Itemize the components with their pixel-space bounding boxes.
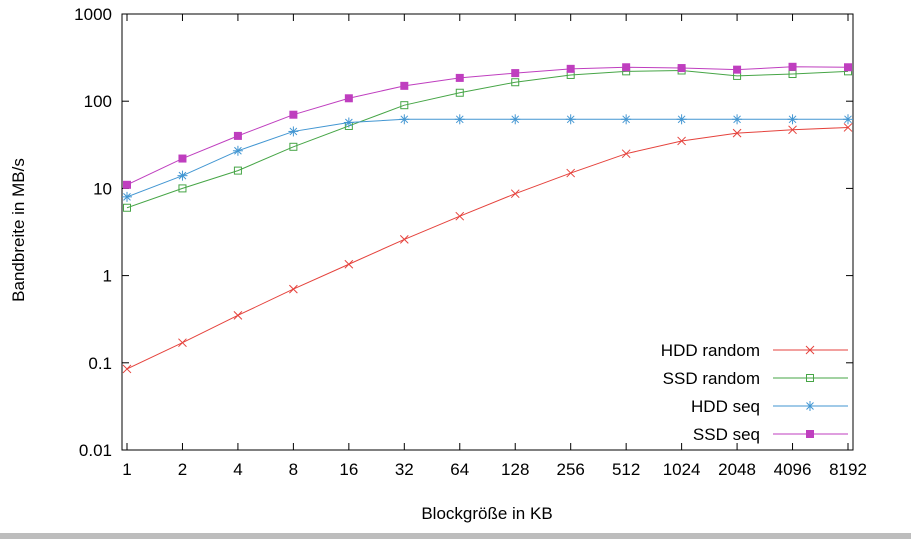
filled-square-marker-icon [123, 180, 131, 189]
series-ssd-seq: SSD seq [123, 62, 852, 444]
asterisk-marker-icon [123, 192, 131, 201]
open-square-marker-icon [178, 184, 187, 193]
cross-marker-icon [122, 364, 132, 374]
asterisk-marker-icon [400, 115, 409, 124]
asterisk-marker-icon [566, 115, 575, 124]
asterisk-marker-icon [733, 115, 741, 124]
cross-marker-icon [344, 259, 354, 269]
plot-area: 0.01 0.1 1 10 100 1000 1 2 4 8 16 32 64 128 256 512 1024… [74, 5, 867, 479]
open-square-marker-icon [455, 88, 464, 97]
open-square-marker-icon [289, 142, 298, 151]
series-line [126, 126, 849, 370]
window-bottom-edge [0, 533, 911, 539]
x-tick-label: 2 [178, 460, 187, 479]
x-tick-label: 8 [289, 460, 298, 479]
asterisk-marker-icon [788, 115, 797, 124]
asterisk-marker-icon [455, 115, 464, 124]
cross-marker-icon [566, 168, 576, 178]
x-tick-label: 1 [122, 460, 131, 479]
cross-marker-icon [732, 128, 742, 138]
filled-square-marker-icon [733, 65, 742, 74]
cross-marker-icon [843, 123, 853, 132]
asterisk-marker-icon [289, 127, 298, 136]
filled-square-marker-icon [566, 64, 575, 73]
filled-square-marker-icon [677, 64, 686, 73]
cross-marker-icon [677, 136, 686, 146]
filled-square-marker-icon [806, 430, 814, 438]
asterisk-marker-icon [344, 118, 353, 127]
cross-marker-icon [399, 235, 409, 244]
asterisk-marker-icon [844, 115, 852, 124]
filled-square-marker-icon [344, 94, 353, 103]
open-square-marker-icon [400, 101, 409, 110]
asterisk-marker-icon [511, 115, 520, 124]
cross-marker-icon [621, 149, 631, 159]
legend-label: HDD seq [691, 397, 760, 416]
series-hdd-random: HDD random [122, 123, 853, 374]
x-tick-label: 4096 [774, 460, 812, 479]
series-line [126, 69, 849, 209]
legend-label: HDD random [661, 341, 760, 360]
cross-marker-icon [510, 189, 520, 199]
series-line [126, 66, 849, 186]
x-tick-label: 16 [339, 460, 358, 479]
asterisk-marker-icon [178, 171, 187, 180]
cross-marker-icon [178, 338, 187, 348]
x-tick-label: 32 [395, 460, 414, 479]
cross-marker-icon [805, 345, 815, 355]
filled-square-marker-icon [844, 63, 852, 72]
x-tick-label: 1024 [663, 460, 701, 479]
plot-border [121, 13, 854, 451]
cross-marker-icon [455, 211, 465, 221]
y-axis-title: Bandbreite in MB/s [9, 158, 28, 302]
x-tick-label: 128 [501, 460, 529, 479]
x-tick-label: 256 [557, 460, 585, 479]
x-axis-title: Blockgröße in KB [421, 504, 552, 523]
asterisk-marker-icon [234, 146, 242, 155]
filled-square-marker-icon [178, 154, 187, 163]
open-square-marker-icon [233, 166, 242, 175]
filled-square-marker-icon [400, 81, 409, 90]
filled-square-marker-icon [233, 131, 242, 140]
filled-square-marker-icon [788, 62, 797, 71]
y-tick-label: 0.01 [79, 441, 112, 460]
x-tick-label: 4 [233, 460, 242, 479]
x-tick-label: 64 [450, 460, 469, 479]
y-tick-label: 100 [84, 92, 112, 111]
filled-square-marker-icon [622, 63, 631, 72]
legend-label: SSD random [663, 369, 760, 388]
open-square-marker-icon [806, 374, 814, 382]
cross-marker-icon [233, 311, 243, 320]
filled-square-marker-icon [289, 110, 298, 119]
y-tick-label: 1 [103, 267, 112, 286]
filled-square-marker-icon [455, 73, 464, 82]
series-hdd-seq: HDD seq [122, 114, 853, 416]
open-square-marker-icon [511, 78, 520, 87]
y-tick-label: 0.1 [88, 354, 112, 373]
asterisk-marker-icon [677, 115, 686, 124]
series-line [126, 118, 848, 198]
x-tick-label: 2048 [718, 460, 756, 479]
asterisk-marker-icon [806, 402, 814, 410]
asterisk-marker-icon [622, 115, 631, 124]
cross-marker-icon [289, 284, 298, 294]
open-square-marker-icon [123, 203, 131, 212]
x-tick-label: 8192 [829, 460, 867, 479]
x-tick-label: 512 [612, 460, 640, 479]
y-tick-label: 10 [93, 179, 112, 198]
cross-marker-icon [788, 125, 797, 135]
legend-label: SSD seq [693, 425, 760, 444]
y-tick-label: 1000 [74, 5, 112, 24]
series-ssd-random: SSD random [123, 66, 852, 388]
filled-square-marker-icon [511, 69, 520, 78]
